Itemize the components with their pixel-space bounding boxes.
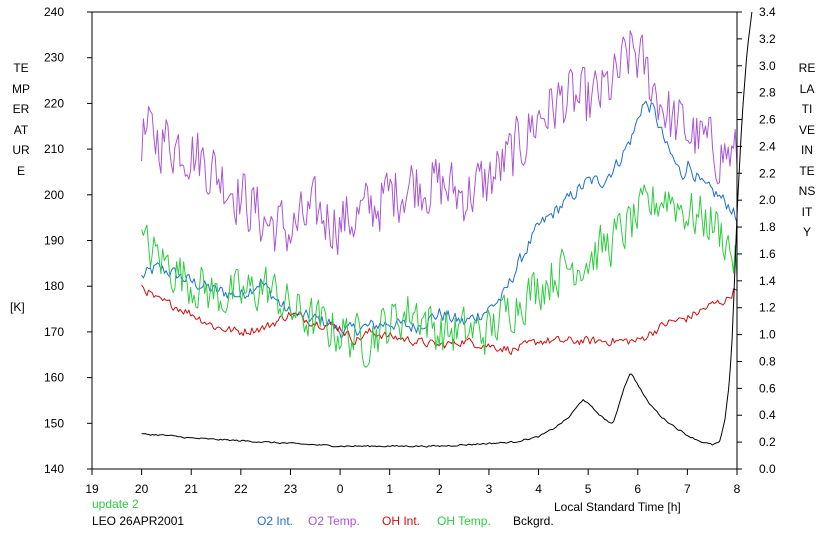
x-tick-label: 22 [234, 482, 248, 496]
y-left-tick-label: 220 [44, 96, 64, 110]
legend-o2-temp: O2 Temp. [308, 514, 360, 528]
y-right-tick-label: 0.2 [759, 435, 776, 449]
y-right-tick-label: 0.0 [759, 462, 776, 476]
x-tick-label: 20 [135, 482, 149, 496]
x-tick-label: 8 [734, 482, 741, 496]
y-right-tick-label: 1.6 [759, 247, 776, 261]
y-right-tick-label: 1.2 [759, 301, 776, 315]
x-tick-label: 0 [337, 482, 344, 496]
y-left-tick-label: 150 [44, 416, 64, 430]
legend-oh-temp: OH Temp. [437, 514, 491, 528]
x-tick-label: 6 [634, 482, 641, 496]
y-right-tick-label: 2.2 [759, 166, 776, 180]
y-right-tick-label: 1.0 [759, 328, 776, 342]
y-right-tick-label: 0.8 [759, 354, 776, 368]
right-axis-label: RELATIVE INTENSITY [798, 61, 816, 239]
y-left-tick-label: 190 [44, 234, 64, 248]
y-right-tick-label: 2.6 [759, 113, 776, 127]
update-text: update 2 [92, 497, 139, 511]
x-tick-label: 3 [486, 482, 493, 496]
y-left-tick-label: 170 [44, 325, 64, 339]
x-tick-label: 21 [185, 482, 199, 496]
y-right-tick-label: 3.4 [759, 5, 776, 19]
y-left-tick-label: 160 [44, 371, 64, 385]
series-layer [141, 11, 753, 448]
x-tick-label: 5 [585, 482, 592, 496]
y-left-tick-label: 210 [44, 142, 64, 156]
legend-oh-int: OH Int. [382, 514, 421, 528]
series-line-o2-int [141, 100, 738, 339]
y-right-tick-label: 0.6 [759, 381, 776, 395]
legend-o2-int: O2 Int. [257, 514, 294, 528]
x-tick-label: 4 [535, 482, 542, 496]
series-line-oh-temp [141, 184, 738, 368]
legend-bckgrd: Bckgrd. [513, 514, 554, 528]
y-left-tick-label: 200 [44, 188, 64, 202]
series-line-oh-int [141, 284, 738, 355]
y-left-tick-label: 230 [44, 51, 64, 65]
x-tick-label: 2 [436, 482, 443, 496]
y-right-tick-label: 1.4 [759, 274, 776, 288]
series-line-bckgrd [141, 11, 753, 448]
y-right-tick-label: 2.8 [759, 86, 776, 100]
series-line-o2-temp [141, 30, 738, 256]
left-axis-label: TEMPERATURE [12, 61, 30, 178]
station-date: LEO 26APR2001 [92, 514, 185, 528]
y-right-tick-label: 3.2 [759, 32, 776, 46]
y-left-tick-label: 140 [44, 462, 64, 476]
y-right-tick-label: 2.0 [759, 193, 776, 207]
x-axis-label: Local Standard Time [h] [554, 500, 681, 514]
y-right-tick-label: 3.0 [759, 59, 776, 73]
x-tick-label: 19 [85, 482, 99, 496]
x-tick-label: 23 [284, 482, 298, 496]
y-right-tick-label: 0.4 [759, 408, 776, 422]
plot-frame [91, 11, 738, 470]
y-right-tick-label: 1.8 [759, 220, 776, 234]
left-axis-unit: [K] [10, 300, 25, 314]
x-tick-label: 1 [386, 482, 393, 496]
x-tick-label: 7 [684, 482, 691, 496]
y-left-tick-label: 180 [44, 279, 64, 293]
y-left-tick-label: 240 [44, 5, 64, 19]
axes-layer: 19 20 21 22 23 0 1 2 3 4 5 6 7 8140150160170180190200… [44, 5, 776, 496]
y-right-tick-label: 2.4 [759, 139, 776, 153]
